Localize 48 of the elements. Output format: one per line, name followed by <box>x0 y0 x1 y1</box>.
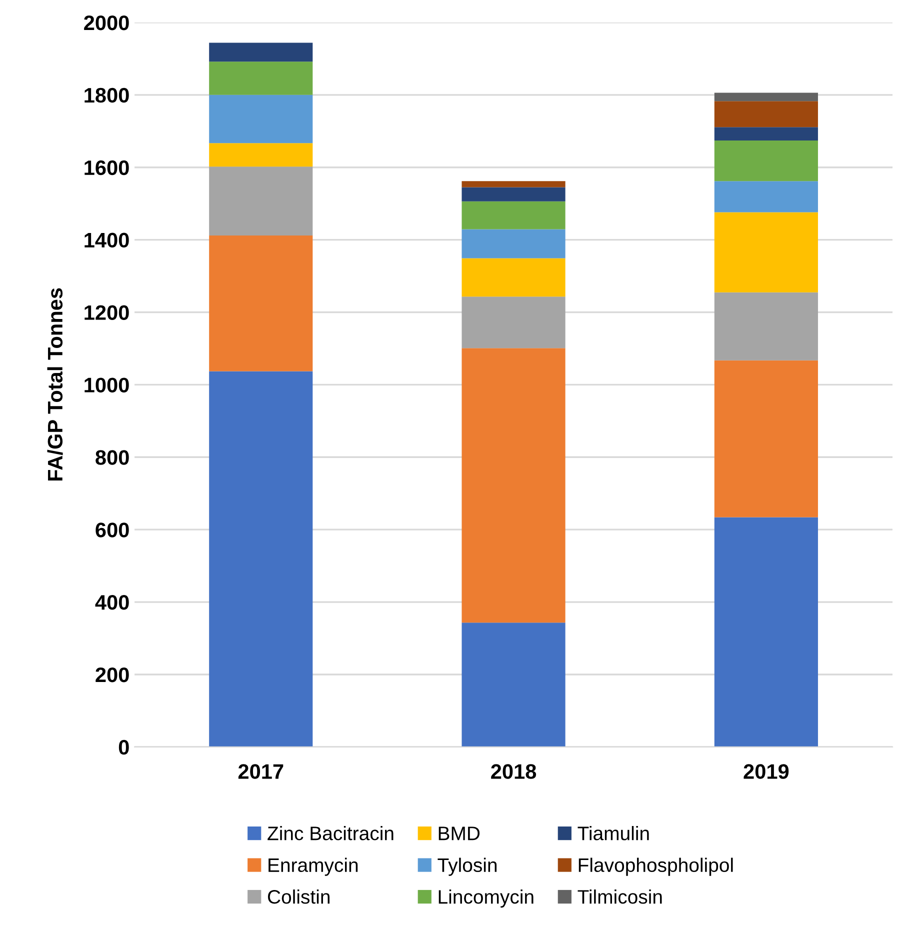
bar <box>209 143 313 167</box>
x-tick-label: 2018 <box>491 764 536 779</box>
bar <box>462 296 566 348</box>
legend-label: Colistin <box>268 889 330 904</box>
bar <box>462 181 566 188</box>
bar <box>714 181 818 212</box>
bar <box>714 292 818 360</box>
bar <box>462 348 566 623</box>
bar <box>462 622 566 747</box>
bar <box>714 127 818 141</box>
legend-label: Enramycin <box>268 858 358 876</box>
bar <box>462 229 566 258</box>
legend-label: Lincomycin <box>438 889 534 908</box>
y-axis-title: FA/GP Total Tonnes <box>47 288 63 481</box>
bar <box>209 371 313 747</box>
bar <box>714 140 818 182</box>
x-tick-label: 2017 <box>238 764 284 779</box>
legend-label: Zinc Bacitracin <box>268 826 394 840</box>
y-tick-label: 1200 <box>84 305 129 320</box>
y-tick-label: 1400 <box>84 232 129 248</box>
bar <box>714 92 818 102</box>
x-tick-label: 2019 <box>744 764 789 779</box>
y-tick-label: 600 <box>96 522 129 538</box>
y-tick-label: 400 <box>95 595 129 610</box>
bar <box>714 101 818 128</box>
bar <box>209 166 313 236</box>
bar <box>209 94 313 144</box>
y-tick-label: 1800 <box>84 88 129 103</box>
bar <box>714 360 818 518</box>
bar <box>462 258 566 297</box>
bar <box>209 62 313 95</box>
legend-label: Tiamulin <box>578 826 649 840</box>
y-tick-label: 200 <box>96 667 129 682</box>
y-tick-label: 0 <box>118 740 129 755</box>
legend-label: Tylosin <box>438 858 497 876</box>
bar <box>209 42 313 62</box>
y-tick-label: 800 <box>96 450 129 465</box>
bar <box>462 201 566 230</box>
legend-label: Tilmicosin <box>578 889 662 904</box>
bar <box>714 212 818 292</box>
y-tick-label: 1000 <box>84 378 129 392</box>
legend-label: BMD <box>438 826 480 840</box>
bar <box>462 187 566 202</box>
legend-label: Flavophospholipol <box>578 858 733 876</box>
bar <box>714 517 818 747</box>
y-tick-label: 1600 <box>84 160 129 176</box>
bar <box>209 235 313 372</box>
y-tick-label: 2000 <box>84 15 129 30</box>
